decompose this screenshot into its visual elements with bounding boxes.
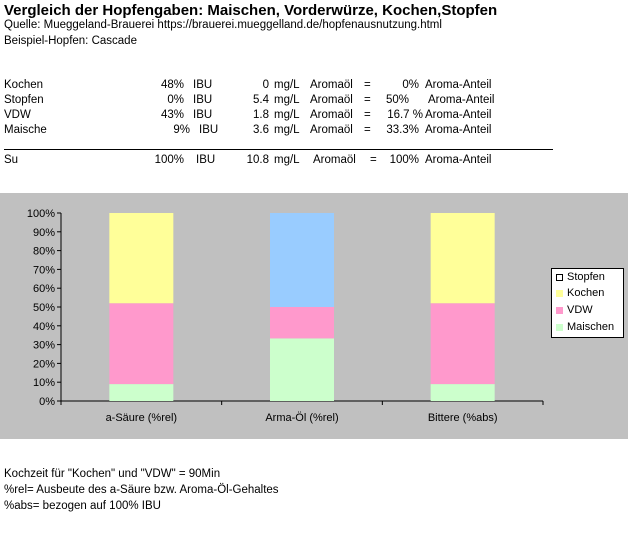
row-oil-unit: mg/L — [274, 94, 300, 106]
row-ibu-unit: IBU — [193, 94, 213, 106]
row-oil-value: 1.8 — [253, 109, 269, 121]
row-equals: = — [364, 109, 371, 121]
footer-rel-note: %rel= Ausbeute des a-Säure bzw. Aroma-Öl… — [4, 484, 279, 496]
sum-equals: = — [370, 154, 377, 166]
bar-segment-kochen — [430, 213, 495, 304]
row-oil-unit: mg/L — [274, 109, 300, 121]
row-ibu-unit: IBU — [193, 109, 213, 121]
row-name: Kochen — [4, 79, 44, 91]
bar-segment-stopfen — [270, 213, 334, 307]
bar-segment-vdw — [270, 307, 334, 339]
row-name: Stopfen — [4, 94, 44, 106]
row-ibu-unit: IBU — [193, 79, 213, 91]
sum-ibu-unit: IBU — [196, 154, 216, 166]
row-ibu-pct: 0% — [167, 94, 184, 106]
example-hop-line: Beispiel-Hopfen: Cascade — [4, 35, 137, 47]
page-title: Vergleich der Hopfengaben: Maischen, Vor… — [4, 2, 498, 19]
x-tick-label: a-Säure (%rel) — [106, 412, 178, 424]
legend-swatch — [556, 290, 563, 297]
row-oil-label: Aromaöl — [310, 124, 353, 136]
row-ibu-unit: IBU — [199, 124, 219, 136]
row-share: 33.3% — [386, 124, 419, 136]
bar-segment-kochen — [109, 213, 174, 304]
y-tick-label: 60% — [33, 283, 55, 295]
sum-ibu-pct: 100% — [154, 154, 184, 166]
sum-name: Su — [4, 154, 19, 166]
x-tick-label: Bittere (%abs) — [428, 412, 498, 424]
y-tick-label: 70% — [33, 264, 55, 276]
sum-share: 100% — [389, 154, 419, 166]
stacked-bar-chart: 0% 10% 20% 30% 40% 50% 60% 70% 80% 90% 100% a-Säure… — [27, 208, 544, 424]
row-share: 0% — [402, 79, 419, 91]
row-share-label: Aroma-Anteil — [425, 124, 492, 136]
footer-abs-note: %abs= bezogen auf 100% IBU — [4, 500, 161, 512]
y-tick-label: 0% — [39, 396, 55, 408]
legend-label: VDW — [567, 304, 593, 316]
legend-label: Maischen — [567, 321, 615, 333]
chart-container: 0% 10% 20% 30% 40% 50% 60% 70% 80% 90% 100% a-Säure… — [0, 193, 628, 439]
row-share-label: Aroma-Anteil — [425, 79, 492, 91]
row-equals: = — [364, 124, 371, 136]
row-oil-value: 0 — [262, 79, 269, 91]
row-oil-label: Aromaöl — [310, 109, 353, 121]
sum-share-label: Aroma-Anteil — [425, 154, 492, 166]
row-oil-value: 5.4 — [253, 94, 269, 106]
y-tick-label: 80% — [33, 246, 55, 258]
sum-oil-value: 10.8 — [246, 154, 269, 166]
legend-swatch — [556, 324, 563, 331]
legend-label: Kochen — [567, 287, 605, 299]
row-name: VDW — [4, 109, 31, 121]
x-tick-label: Arma-Öl (%rel) — [265, 412, 338, 424]
y-tick-label: 40% — [33, 321, 55, 333]
bar-segment-maischen — [109, 384, 174, 401]
sum-oil-unit: mg/L — [274, 154, 300, 166]
row-equals: = — [364, 79, 371, 91]
row-oil-unit: mg/L — [274, 124, 300, 136]
row-share-label: Aroma-Anteil — [428, 94, 495, 106]
row-ibu-pct: 9% — [173, 124, 190, 136]
y-tick-label: 10% — [33, 377, 55, 389]
row-name: Maische — [4, 124, 47, 136]
row-oil-unit: mg/L — [274, 79, 300, 91]
bar-segment-vdw — [430, 303, 495, 385]
source-line: Quelle: Mueggeland-Brauerei https://brau… — [4, 19, 442, 31]
chart-legend: Stopfen Kochen VDW Maischen — [551, 268, 624, 338]
row-share: 50% — [385, 94, 409, 106]
y-tick-label: 100% — [27, 208, 55, 220]
footer-cooking-time: Kochzeit für "Kochen" und "VDW" = 90Min — [4, 468, 221, 480]
row-ibu-pct: 43% — [160, 109, 184, 121]
row-oil-label: Aromaöl — [310, 94, 353, 106]
row-oil-label: Aromaöl — [310, 79, 353, 91]
legend-label: Stopfen — [567, 271, 605, 283]
table-divider — [4, 149, 553, 150]
y-tick-label: 90% — [33, 227, 55, 239]
legend-swatch — [556, 274, 563, 281]
sum-oil-label: Aromaöl — [313, 154, 356, 166]
y-tick-label: 30% — [33, 340, 55, 352]
row-ibu-pct: 48% — [160, 79, 184, 91]
legend-swatch — [556, 307, 563, 314]
row-share: 16.7 % — [387, 109, 423, 121]
y-tick-label: 20% — [33, 358, 55, 370]
row-equals: = — [364, 94, 371, 106]
bar-segment-maischen — [270, 338, 334, 401]
row-share-label: Aroma-Anteil — [425, 109, 492, 121]
bar-segment-vdw — [109, 303, 174, 385]
bar-segment-maischen — [430, 384, 495, 401]
y-tick-label: 50% — [33, 302, 55, 314]
row-oil-value: 3.6 — [253, 124, 269, 136]
